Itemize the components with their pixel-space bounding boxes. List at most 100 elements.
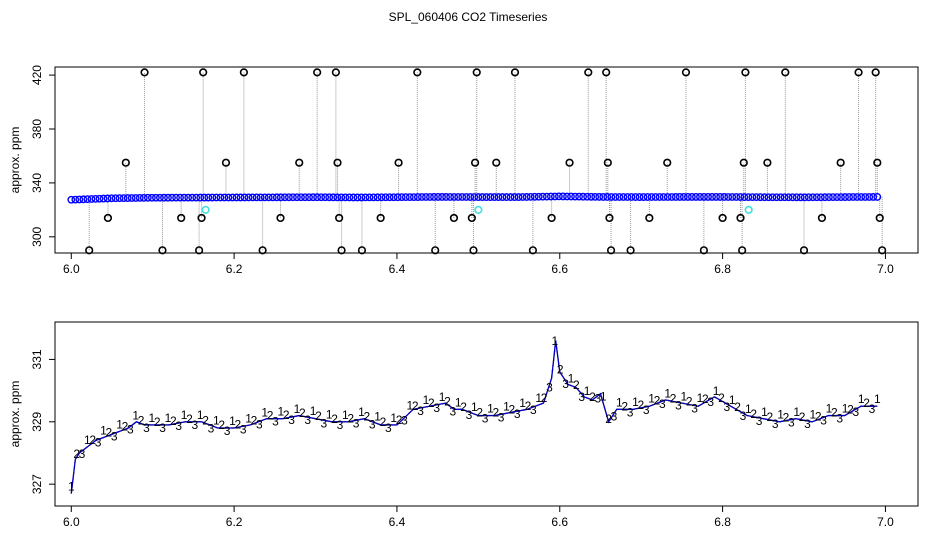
baseline-point [95,194,104,203]
baseline-point [228,193,237,202]
series-point-label: 3 [337,418,344,432]
baseline-point [571,192,579,201]
outlier-point [606,246,616,255]
baseline-point [591,192,600,201]
outlier-point [836,158,845,167]
series-point-label: 1 [600,389,607,403]
series-point-label: 2 [831,406,838,420]
outlier-point [763,158,772,167]
baseline-point [160,193,168,202]
outlier-point [799,246,809,255]
baseline-point [522,193,531,201]
baseline-point [639,193,648,201]
series-point-label: 3 [288,413,295,427]
outlier-point [337,246,346,255]
series-point-label: 2 [573,378,580,392]
series-point-label: 3 [256,417,263,431]
baseline-point [79,195,88,204]
outlier-point [510,68,520,77]
series-point-label: 2 [460,400,467,414]
baseline-point [341,193,350,202]
series-point-label: 1 [278,405,285,419]
baseline-point [841,193,849,201]
series-point-label: 2 [428,396,435,410]
outlier-point [547,213,556,223]
outlier-point [449,213,459,223]
baseline-point [397,193,406,202]
baseline-point [172,193,180,202]
series-point-label: 2 [347,411,354,425]
y-tick-label: 300 [30,226,44,246]
series-point-label: 2 [73,447,80,461]
baseline-point [115,194,124,203]
outlier-point [469,246,478,255]
baseline-point [619,193,628,201]
series-point-label: 3 [611,410,618,424]
baseline-point [385,193,394,202]
baseline-point [704,193,712,201]
series-point-label: 1 [84,433,91,447]
baseline-point [345,193,354,202]
y-axis-label: approx. ppm [8,127,22,194]
baseline-point [325,193,334,202]
figure-title: SPL_060406 CO2 Timeseries [388,10,548,24]
outlier-point [413,68,422,77]
baseline-point [208,193,217,202]
outlier-point [103,213,113,223]
baseline-point [607,193,616,201]
outlier-point [699,246,708,255]
baseline-point [788,193,797,202]
outlier-point [335,213,344,223]
series-point-label: 3 [208,421,215,435]
baseline-point [244,193,253,202]
outlier-point [85,246,94,255]
series-point-label: 3 [79,447,86,461]
series-point-label: 1 [535,391,542,405]
series-point-label: 1 [423,393,430,407]
outlier-point [873,158,882,167]
y-tick-label: 340 [30,173,44,193]
baseline-point [127,194,136,202]
baseline-point [417,193,426,201]
series-point-label: 2 [815,409,822,423]
series-point-label: 2 [589,390,596,404]
baseline-point [123,194,132,202]
series-point-label: 1 [374,410,381,424]
series-point-label: 3 [385,421,392,435]
baseline-point [692,193,700,201]
baseline-point [579,192,587,201]
series-point-label: 2 [396,413,403,427]
baseline-point [329,193,338,202]
outlier-point [492,158,501,167]
baseline-point [845,193,853,201]
baseline-point [869,193,878,201]
baseline-point [700,193,708,201]
series-point-label: 1 [68,480,75,494]
baseline-point [192,193,201,202]
series-point-label: 3 [127,422,134,436]
series-point-label: 1 [165,411,172,425]
baseline-point [804,193,813,202]
baseline-point [365,193,374,202]
series-point-label: 3 [304,413,311,427]
series-point-label: 2 [863,396,870,410]
outlier-point [718,213,727,223]
baseline-point [873,193,882,201]
series-point-label: 2 [525,399,532,413]
x-tick-label: 6.4 [389,515,406,529]
baseline-point [305,193,313,202]
baseline-point [816,193,825,202]
x-tick-label: 6.0 [63,262,80,276]
outlier-point [177,213,186,223]
baseline-point [559,192,567,201]
series-point-label: 3 [320,416,327,430]
baseline-point [264,193,273,202]
top-panel: 6.0 6.2 6.4 6.6 6.8 7.0 300 340 380 420 approx. pp… [8,65,919,276]
series-point-label: 2 [476,406,483,420]
baseline-point [776,193,785,202]
baseline-point [156,193,164,202]
baseline-point [152,193,160,202]
baseline-point [720,193,729,201]
series-point-label: 2 [799,410,806,424]
